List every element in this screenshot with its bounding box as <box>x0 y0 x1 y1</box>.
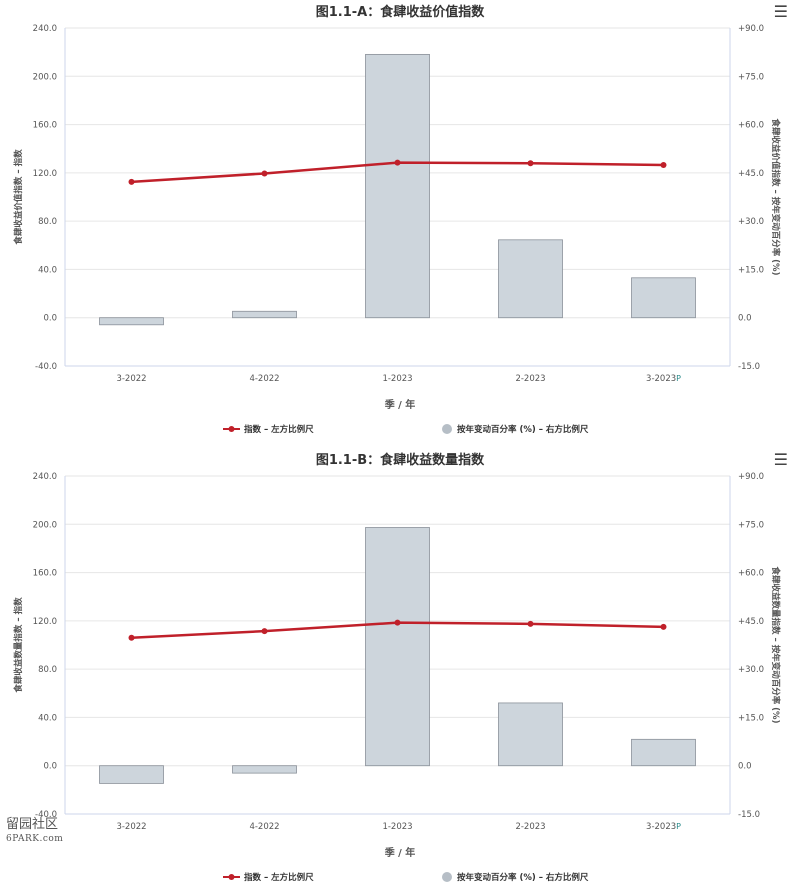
x-tick-label: 3-2022 <box>116 374 146 384</box>
y-right-tick-label: +75.0 <box>738 72 764 82</box>
x-tick-label: 3-2023P <box>646 374 681 384</box>
index-point <box>394 159 401 166</box>
bar <box>631 738 696 767</box>
x-tick-label: 3-2023P <box>646 822 681 832</box>
y-right-tick-label: +60.0 <box>738 569 764 579</box>
index-point <box>128 634 135 641</box>
x-tick-label: 2-2023 <box>515 374 545 384</box>
y-right-tick-label: +15.0 <box>738 713 764 723</box>
index-point <box>527 160 534 167</box>
y-left-tick-label: -40.0 <box>35 362 57 372</box>
y-right-tick-label: +45.0 <box>738 169 764 179</box>
bar <box>232 310 297 319</box>
y-right-tick-label: 0.0 <box>738 314 752 324</box>
y-right-axis-label: 食肆收益价值指数 – 按年变动百分率 (%) <box>770 119 781 276</box>
y-right-tick-label: +90.0 <box>738 472 764 482</box>
y-right-tick-label: +45.0 <box>738 617 764 627</box>
bar <box>99 765 164 784</box>
bar <box>498 702 563 767</box>
chart-title: 图1.1-B：食肆收益数量指数 <box>316 452 485 468</box>
chart-panel-a: ☰ 图1.1-A：食肆收益价值指数 -40.0 0.0 40.0 80.0 120.0 16… <box>13 2 788 436</box>
x-tick-label: 3-2022 <box>116 822 146 832</box>
y-left-tick-label: -40.0 <box>35 810 57 820</box>
legend-line-label: 指数 – 左方比例尺 <box>244 872 314 883</box>
watermark-line2: 6PARK.com <box>6 834 64 844</box>
index-point <box>527 620 534 627</box>
y-left-tick-label: 160.0 <box>33 569 57 579</box>
hamburger-menu-icon[interactable]: ☰ <box>773 450 788 469</box>
y-left-tick-label: 0.0 <box>43 314 57 324</box>
x-axis-label: 季 / 年 <box>384 398 416 411</box>
y-left-tick-label: 80.0 <box>38 217 57 227</box>
bar <box>365 527 430 767</box>
y-left-tick-label: 40.0 <box>38 713 57 723</box>
legend-bar-label: 按年变动百分率 (%) – 右方比例尺 <box>457 872 589 883</box>
legend-bar-label: 按年变动百分率 (%) – 右方比例尺 <box>457 424 589 435</box>
y-right-tick-label: +90.0 <box>738 24 764 34</box>
y-left-tick-label: 240.0 <box>33 24 57 34</box>
provisional-marker: P <box>676 822 681 831</box>
x-tick-label: 2-2023 <box>515 822 545 832</box>
y-left-tick-label: 120.0 <box>33 169 57 179</box>
legend-line-marker <box>228 426 235 432</box>
watermark-logo: 留园社区 6PARK.com <box>6 818 63 846</box>
y-left-tick-label: 200.0 <box>33 520 57 530</box>
chart-title: 图1.1-A：食肆收益价值指数 <box>316 4 485 20</box>
y-left-tick-label: 240.0 <box>33 472 57 482</box>
y-right-tick-label: +60.0 <box>738 121 764 131</box>
y-left-tick-label: 0.0 <box>43 762 57 772</box>
chart-panel-b: ☰ 图1.1-B：食肆收益数量指数 -40.0 0.0 40.0 80.0 120.0 16… <box>0 448 800 896</box>
bar <box>498 239 563 319</box>
bar <box>631 277 696 319</box>
y-left-axis-label: 食肆收益价值指数 – 指数 <box>13 149 24 245</box>
x-tick-label: 4-2022 <box>249 374 279 384</box>
y-left-tick-label: 200.0 <box>33 72 57 82</box>
bar <box>232 765 297 774</box>
y-left-tick-label: 160.0 <box>33 121 57 131</box>
chart-b-svg: 图1.1-B：食肆收益数量指数 -40.0 0.0 40.0 80.0 120.0 160.… <box>13 452 781 883</box>
legend-line-label: 指数 – 左方比例尺 <box>244 424 314 435</box>
index-point <box>261 170 268 177</box>
y-right-tick-label: +75.0 <box>738 520 764 530</box>
index-point <box>660 162 667 169</box>
index-point <box>128 178 135 185</box>
y-left-tick-label: 40.0 <box>38 265 57 275</box>
bar <box>99 317 164 326</box>
chart-a-svg: 图1.1-A：食肆收益价值指数 -40.0 0.0 40.0 80.0 120.0 160.… <box>13 4 781 435</box>
y-right-tick-label: +30.0 <box>738 665 764 675</box>
legend-line-marker <box>228 874 235 880</box>
y-right-tick-label: -15.0 <box>738 810 760 820</box>
x-tick-label: 1-2023 <box>382 374 412 384</box>
bar <box>365 53 430 319</box>
index-point <box>261 628 268 635</box>
y-right-tick-label: 0.0 <box>738 762 752 772</box>
hamburger-menu-icon[interactable]: ☰ <box>773 2 788 21</box>
x-axis-label: 季 / 年 <box>384 846 416 859</box>
y-right-tick-label: -15.0 <box>738 362 760 372</box>
x-tick-label: 4-2022 <box>249 822 279 832</box>
y-left-axis-label: 食肆收益数量指数 – 指数 <box>13 597 24 693</box>
y-right-tick-label: +30.0 <box>738 217 764 227</box>
y-left-tick-label: 80.0 <box>38 665 57 675</box>
y-right-axis-label: 食肆收益数量指数 – 按年变动百分率 (%) <box>770 567 781 724</box>
y-right-tick-label: +15.0 <box>738 265 764 275</box>
legend-bar-swatch <box>442 872 452 882</box>
index-point <box>660 623 667 630</box>
watermark-line1: 留园社区 <box>6 817 59 832</box>
provisional-marker: P <box>676 374 681 383</box>
index-point <box>394 619 401 626</box>
x-tick-label: 1-2023 <box>382 822 412 832</box>
y-left-tick-label: 120.0 <box>33 617 57 627</box>
legend-bar-swatch <box>442 424 452 434</box>
